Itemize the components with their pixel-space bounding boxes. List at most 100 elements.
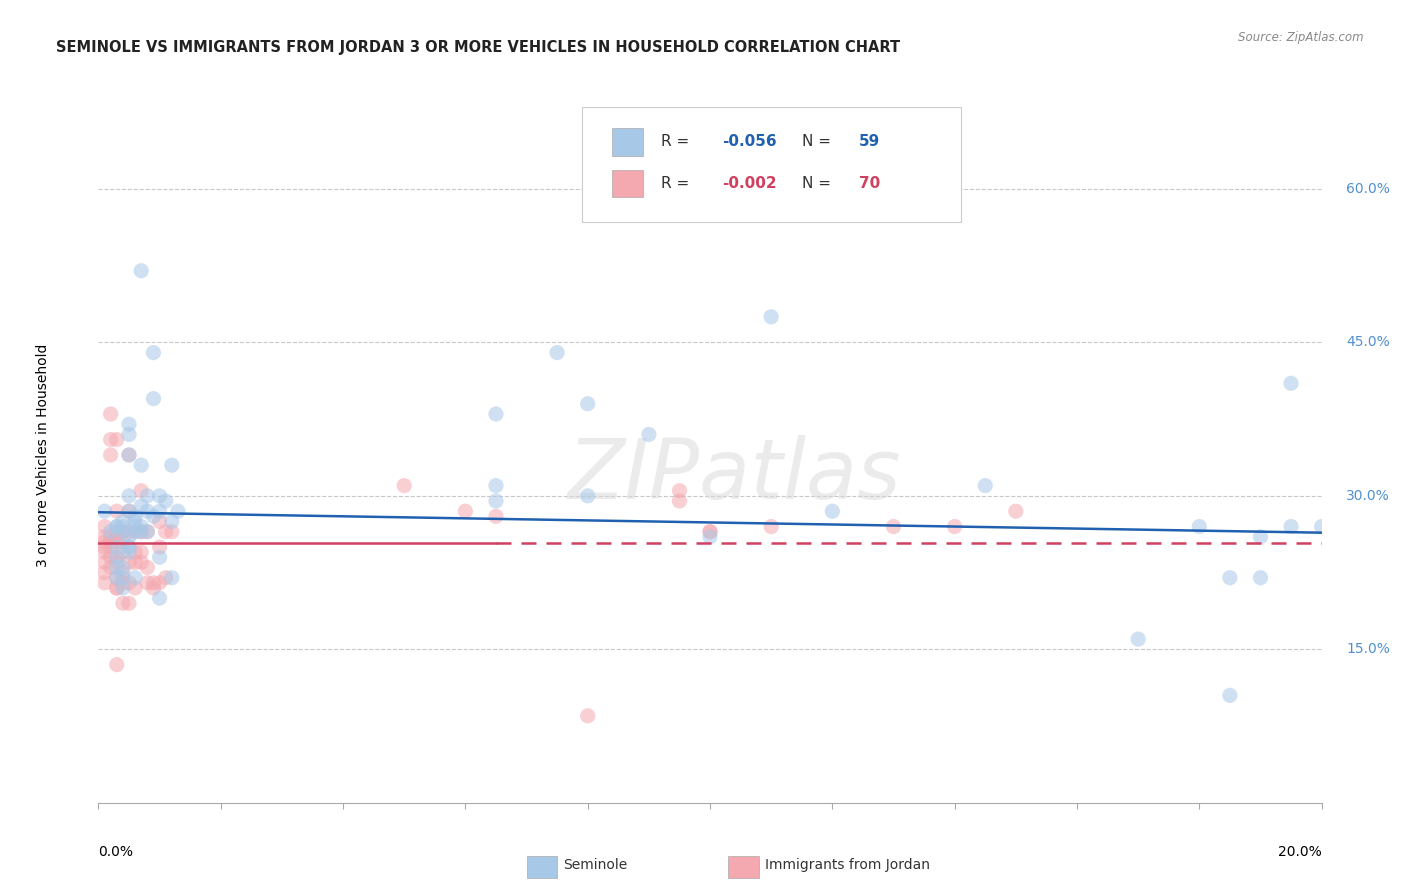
Point bbox=[93, 504, 115, 518]
Point bbox=[100, 433, 122, 447]
Point bbox=[93, 566, 115, 580]
Text: 70: 70 bbox=[859, 176, 880, 191]
Bar bbox=[612, 128, 643, 156]
Point bbox=[124, 509, 146, 524]
Point bbox=[136, 504, 159, 518]
Point bbox=[93, 530, 115, 544]
Text: 20.0%: 20.0% bbox=[1278, 845, 1322, 858]
Point bbox=[124, 515, 146, 529]
Point bbox=[111, 545, 134, 559]
Point bbox=[576, 708, 599, 723]
Point bbox=[155, 571, 177, 585]
Point bbox=[118, 489, 141, 503]
Point bbox=[759, 519, 782, 533]
Point bbox=[105, 519, 128, 533]
Text: SEMINOLE VS IMMIGRANTS FROM JORDAN 3 OR MORE VEHICLES IN HOUSEHOLD CORRELATION C: SEMINOLE VS IMMIGRANTS FROM JORDAN 3 OR … bbox=[56, 40, 900, 55]
Point bbox=[118, 417, 141, 432]
Point bbox=[668, 494, 690, 508]
Point bbox=[93, 575, 115, 590]
Point bbox=[118, 540, 141, 554]
Point bbox=[105, 581, 128, 595]
Text: 30.0%: 30.0% bbox=[1346, 489, 1391, 503]
Point bbox=[1219, 571, 1241, 585]
Point bbox=[155, 524, 177, 539]
Point bbox=[142, 345, 165, 359]
Point bbox=[129, 524, 152, 539]
Point bbox=[118, 545, 141, 559]
Point bbox=[111, 571, 134, 585]
Point bbox=[129, 264, 152, 278]
Point bbox=[699, 530, 721, 544]
Point bbox=[100, 407, 122, 421]
Point bbox=[111, 524, 134, 539]
Point bbox=[124, 545, 146, 559]
Bar bbox=[728, 855, 759, 878]
Point bbox=[699, 524, 721, 539]
Point bbox=[136, 575, 159, 590]
Point bbox=[142, 581, 165, 595]
Point bbox=[129, 519, 152, 533]
Point bbox=[100, 535, 122, 549]
Text: -0.056: -0.056 bbox=[723, 135, 778, 149]
Bar bbox=[526, 855, 557, 878]
Point bbox=[111, 560, 134, 574]
Point bbox=[105, 581, 128, 595]
Point bbox=[155, 494, 177, 508]
Point bbox=[136, 524, 159, 539]
Point bbox=[454, 504, 477, 518]
Point bbox=[1004, 504, 1026, 518]
Point bbox=[485, 494, 508, 508]
Point bbox=[111, 515, 134, 529]
Point bbox=[1249, 571, 1271, 585]
Text: 60.0%: 60.0% bbox=[1346, 182, 1391, 196]
Point bbox=[124, 571, 146, 585]
Point bbox=[759, 310, 782, 324]
Point bbox=[129, 458, 152, 472]
Point bbox=[1249, 530, 1271, 544]
Point bbox=[111, 566, 134, 580]
Point bbox=[105, 571, 128, 585]
Point bbox=[576, 489, 599, 503]
Point bbox=[142, 575, 165, 590]
Point bbox=[546, 345, 568, 359]
Text: R =: R = bbox=[661, 135, 695, 149]
Point bbox=[93, 540, 115, 554]
Point bbox=[118, 504, 141, 518]
Point bbox=[142, 509, 165, 524]
Text: -0.002: -0.002 bbox=[723, 176, 778, 191]
Point bbox=[149, 540, 172, 554]
Point bbox=[160, 524, 183, 539]
Point bbox=[93, 555, 115, 569]
Point bbox=[118, 540, 141, 554]
Point bbox=[124, 555, 146, 569]
Text: Source: ZipAtlas.com: Source: ZipAtlas.com bbox=[1239, 31, 1364, 45]
Point bbox=[149, 489, 172, 503]
Point bbox=[129, 524, 152, 539]
Point bbox=[974, 478, 997, 492]
Point bbox=[576, 397, 599, 411]
Point bbox=[111, 575, 134, 590]
Point bbox=[100, 550, 122, 565]
Text: 0.0%: 0.0% bbox=[98, 845, 134, 858]
Point bbox=[1310, 519, 1333, 533]
Point bbox=[1279, 376, 1302, 391]
Point bbox=[93, 545, 115, 559]
Point bbox=[699, 524, 721, 539]
Point bbox=[637, 427, 661, 442]
Point bbox=[167, 504, 190, 518]
Point bbox=[118, 448, 141, 462]
Text: 15.0%: 15.0% bbox=[1346, 642, 1391, 657]
Point bbox=[129, 545, 152, 559]
Point bbox=[136, 524, 159, 539]
Point bbox=[1279, 519, 1302, 533]
Point bbox=[111, 581, 134, 595]
Point bbox=[149, 575, 172, 590]
Point bbox=[129, 499, 152, 513]
Point bbox=[1188, 519, 1211, 533]
Point bbox=[1128, 632, 1150, 646]
Point bbox=[149, 504, 172, 518]
Point bbox=[160, 571, 183, 585]
Point bbox=[392, 478, 416, 492]
Point bbox=[118, 524, 141, 539]
Point bbox=[136, 560, 159, 574]
